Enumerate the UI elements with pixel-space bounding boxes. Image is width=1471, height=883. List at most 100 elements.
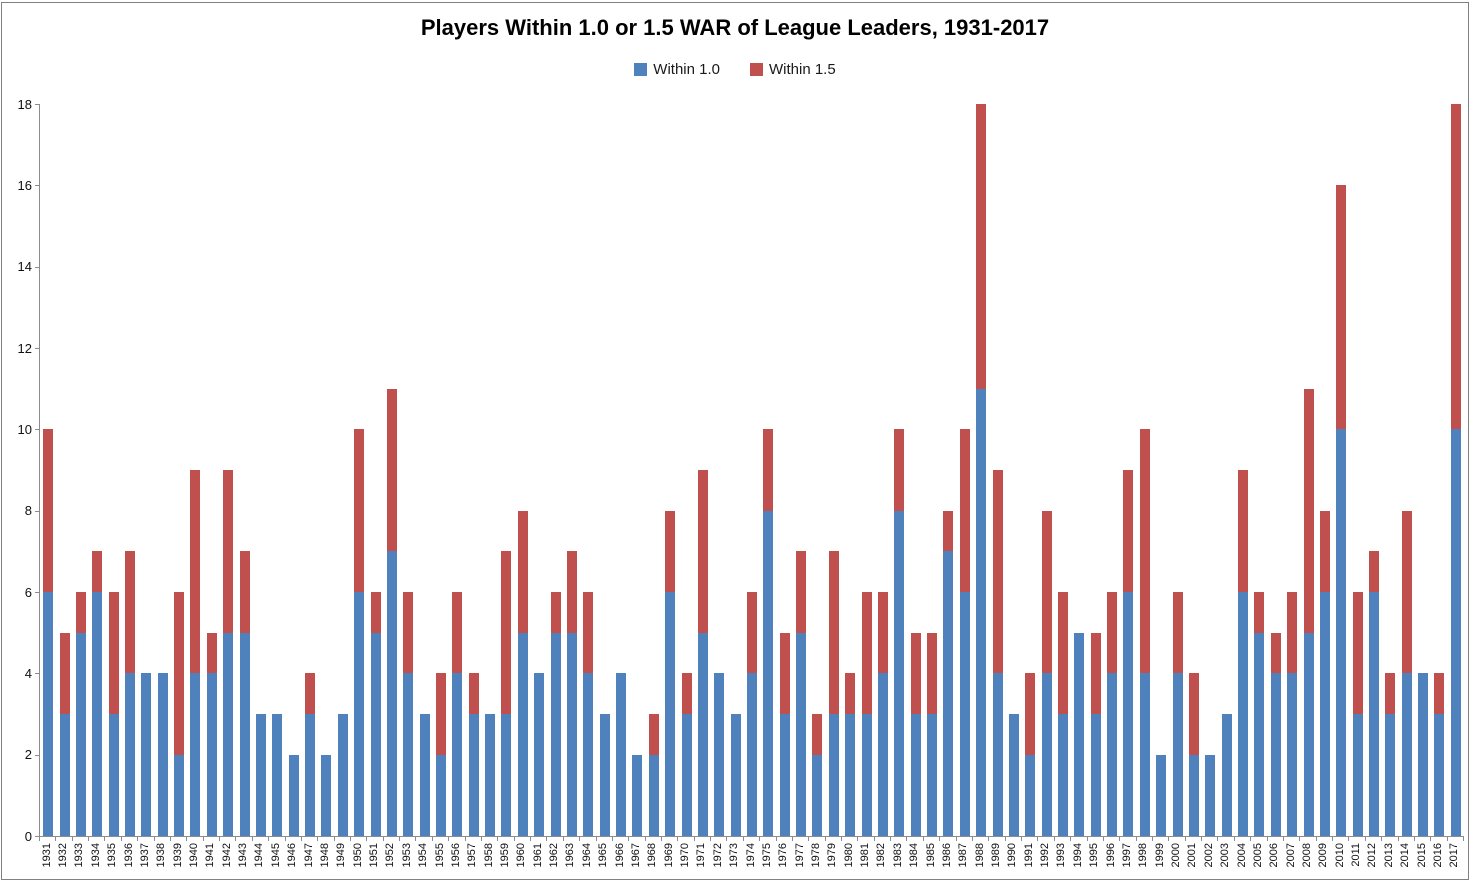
bar-1955-within-1-5 [436,673,446,755]
bar-2014-within-1-0 [1401,673,1412,836]
x-tick-label-1932: 1932 [57,843,70,868]
x-tick-mark-2 [71,837,73,841]
bar-1960-within-1-0 [517,632,528,836]
bar-2008-within-1-0 [1303,632,1314,836]
x-tick-mark-72 [1217,837,1219,841]
x-tick-label-1959: 1959 [498,843,511,868]
bar-1979-within-1-0 [828,714,839,836]
bar-1973-within-1-0 [730,714,741,836]
bar-1942-within-1-5 [223,470,234,633]
x-tick-mark-84 [1413,837,1415,841]
y-tick-label-4: 4 [24,665,32,681]
bar-1957-within-1-0 [468,714,479,836]
x-tick-mark-59 [1004,837,1006,841]
bar-1965-within-1-0 [599,714,610,836]
x-tick-mark-66 [1119,837,1121,841]
x-tick-mark-67 [1135,837,1137,841]
bar-1981-within-1-0 [861,714,872,836]
bar-1997-within-1-5 [1123,470,1134,592]
bar-1980-within-1-0 [845,714,856,836]
bar-1941-within-1-5 [206,632,217,674]
x-tick-mark-35 [611,837,613,841]
x-tick-label-1984: 1984 [908,843,921,868]
legend-swatch-within-1-0 [634,63,648,76]
x-tick-label-2009: 2009 [1317,843,1330,868]
bar-2011-within-1-0 [1352,714,1363,836]
bar-2012-within-1-0 [1368,592,1379,836]
x-tick-mark-85 [1430,837,1432,841]
bar-1966-within-1-0 [616,673,627,836]
bar-1997-within-1-0 [1123,592,1134,836]
x-tick-label-2016: 2016 [1431,843,1444,868]
bar-1990-within-1-0 [1008,714,1019,836]
x-tick-label-1997: 1997 [1120,843,1133,868]
legend-swatch-within-1-5 [750,63,763,76]
x-tick-label-1941: 1941 [204,843,217,868]
x-tick-mark-45 [775,837,777,841]
x-tick-label-1974: 1974 [744,843,757,868]
bar-1947-within-1-5 [305,673,316,714]
x-tick-label-1966: 1966 [613,843,626,868]
x-tick-label-1939: 1939 [171,843,184,868]
y-tick-mark-14 [35,266,39,268]
x-tick-mark-0 [39,837,40,841]
bar-2017-within-1-5 [1450,104,1461,430]
bar-1964-within-1-0 [583,673,594,836]
bar-1962-within-1-0 [550,632,561,836]
x-tick-mark-34 [595,837,597,841]
bar-1979-within-1-5 [828,551,839,714]
x-tick-mark-31 [546,837,548,841]
x-tick-label-1986: 1986 [940,843,953,868]
x-tick-label-1940: 1940 [187,843,200,868]
bar-1981-within-1-5 [861,592,872,714]
bar-2009-within-1-0 [1319,592,1330,836]
bar-1996-within-1-0 [1107,673,1118,836]
bar-1935-within-1-5 [108,592,119,714]
x-tick-mark-46 [791,837,793,841]
bar-2001-within-1-0 [1188,754,1199,836]
x-tick-label-1955: 1955 [433,843,446,868]
bar-1970-within-1-5 [681,673,692,714]
x-tick-mark-15 [284,837,286,841]
x-tick-mark-73 [1233,837,1235,841]
bar-1932-within-1-0 [59,714,70,836]
bar-1933-within-1-0 [75,632,86,836]
bar-1957-within-1-5 [468,673,479,714]
bar-1983-within-1-5 [894,429,905,511]
x-tick-mark-50 [857,837,859,841]
x-tick-mark-38 [660,837,662,841]
x-tick-mark-74 [1250,837,1252,841]
x-tick-mark-64 [1086,837,1088,841]
x-tick-mark-69 [1168,837,1170,841]
bar-1940-within-1-0 [190,673,201,836]
x-tick-mark-77 [1299,837,1301,841]
x-tick-label-1992: 1992 [1039,843,1052,868]
x-tick-mark-10 [202,837,204,841]
x-tick-label-2017: 2017 [1448,843,1461,868]
bar-1992-within-1-5 [1041,510,1052,674]
bar-2000-within-1-0 [1172,673,1183,836]
x-tick-mark-21 [382,837,384,841]
bar-2007-within-1-0 [1287,673,1298,836]
plot-area [39,104,1464,837]
bar-1952-within-1-5 [386,388,397,552]
bar-2001-within-1-5 [1188,673,1199,755]
x-tick-label-1970: 1970 [679,843,692,868]
x-tick-label-1956: 1956 [449,843,462,868]
bar-1940-within-1-5 [190,470,201,674]
bar-1974-within-1-0 [747,673,757,836]
x-tick-mark-37 [644,837,646,841]
x-tick-mark-20 [366,837,368,841]
bar-2005-within-1-5 [1254,592,1265,633]
bar-1960-within-1-5 [517,510,528,633]
x-tick-label-1942: 1942 [220,843,233,868]
bar-1988-within-1-0 [976,388,987,836]
x-tick-label-1950: 1950 [351,843,364,868]
x-tick-label-1946: 1946 [286,843,299,868]
x-tick-mark-68 [1152,837,1153,841]
x-tick-label-1957: 1957 [466,843,479,868]
bar-1969-within-1-0 [665,592,676,836]
x-tick-mark-17 [317,837,319,841]
x-tick-mark-56 [955,837,957,841]
bar-1980-within-1-5 [845,673,856,714]
